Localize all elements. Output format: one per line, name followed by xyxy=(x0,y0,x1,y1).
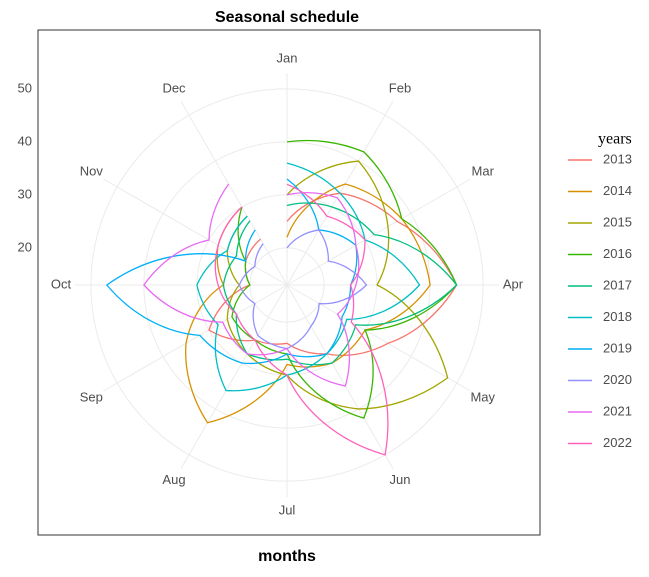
x-tick-label: Apr xyxy=(503,276,524,291)
series-line xyxy=(238,229,368,350)
grid-spoke xyxy=(180,101,288,286)
grid-spoke xyxy=(180,284,288,469)
x-tick-label: Aug xyxy=(162,472,185,487)
x-tick-label: Sep xyxy=(80,389,103,404)
x-tick-label: May xyxy=(470,389,495,404)
x-tick-label: Jun xyxy=(390,472,411,487)
x-tick-label: Dec xyxy=(162,81,186,96)
legend-label: 2014 xyxy=(603,183,632,198)
series-line xyxy=(143,183,360,387)
grid-spoke xyxy=(103,284,288,392)
grid-spoke xyxy=(286,284,394,469)
x-tick-label: Oct xyxy=(51,276,72,291)
legend-label: 2019 xyxy=(603,340,632,355)
x-tick-label: Jan xyxy=(277,50,298,65)
series-line xyxy=(222,202,458,366)
y-tick-label: 20 xyxy=(18,239,32,254)
grid-spoke xyxy=(286,284,471,392)
x-tick-label: Mar xyxy=(472,163,495,178)
x-tick-label: Jul xyxy=(279,502,296,517)
legend-label: 2018 xyxy=(603,309,632,324)
legend-label: 2021 xyxy=(603,403,632,418)
grid-spoke xyxy=(103,178,288,286)
y-tick-label: 30 xyxy=(18,186,32,201)
y-tick-label: 40 xyxy=(18,133,32,148)
series-line xyxy=(231,139,458,419)
legend-label: 2015 xyxy=(603,214,632,229)
legend-label: 2020 xyxy=(603,372,632,387)
legend-label: 2017 xyxy=(603,277,632,292)
legend-title: years xyxy=(598,131,632,148)
x-tick-label: Feb xyxy=(389,81,411,96)
x-axis-title: months xyxy=(258,548,316,565)
x-tick-label: Nov xyxy=(80,163,104,178)
legend-label: 2013 xyxy=(603,151,632,166)
series-line xyxy=(214,183,389,456)
y-tick-label: 50 xyxy=(18,80,32,95)
legend-label: 2016 xyxy=(603,246,632,261)
grid-spoke xyxy=(286,178,471,286)
legend-label: 2022 xyxy=(603,435,632,450)
chart-title: Seasonal schedule xyxy=(215,9,359,26)
